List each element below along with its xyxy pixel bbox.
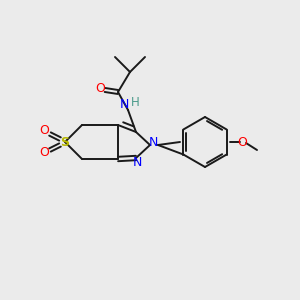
Text: N: N — [119, 98, 129, 112]
Text: O: O — [39, 146, 49, 160]
Text: O: O — [237, 136, 247, 148]
Text: O: O — [39, 124, 49, 137]
Text: N: N — [132, 155, 142, 169]
Text: S: S — [61, 136, 70, 148]
Text: H: H — [130, 97, 140, 110]
Text: O: O — [95, 82, 105, 95]
Text: N: N — [148, 136, 158, 148]
